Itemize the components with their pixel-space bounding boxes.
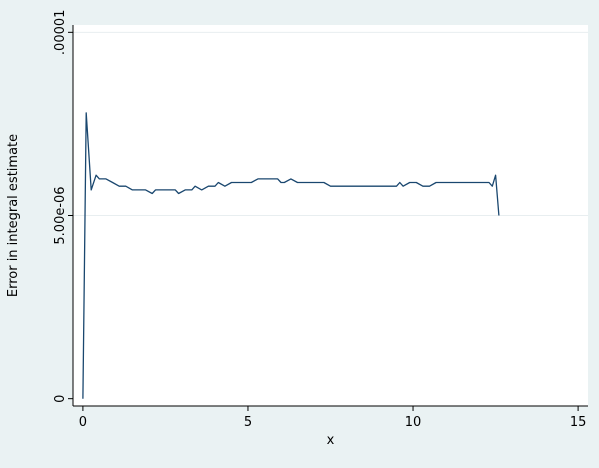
x-axis-label: x (327, 433, 335, 448)
x-tick-label-0: 0 (79, 415, 87, 430)
x-tick-label-1: 5 (244, 415, 252, 430)
gridlines (73, 31, 588, 216)
y-tick-label-0: 0 (53, 395, 68, 403)
y-axis-label: Error in integral estimate (6, 134, 21, 297)
y-tick-label-2: .00001 (53, 10, 68, 56)
y-tick-label-1: 5.00e-06 (53, 186, 68, 244)
x-tick-label-2: 10 (405, 415, 422, 430)
axes: 0 5.00e-06 .00001 0 5 10 15 (53, 10, 588, 430)
x-tick-label-3: 15 (570, 415, 587, 430)
series-group (82, 112, 500, 399)
series-line-0 (82, 112, 500, 399)
